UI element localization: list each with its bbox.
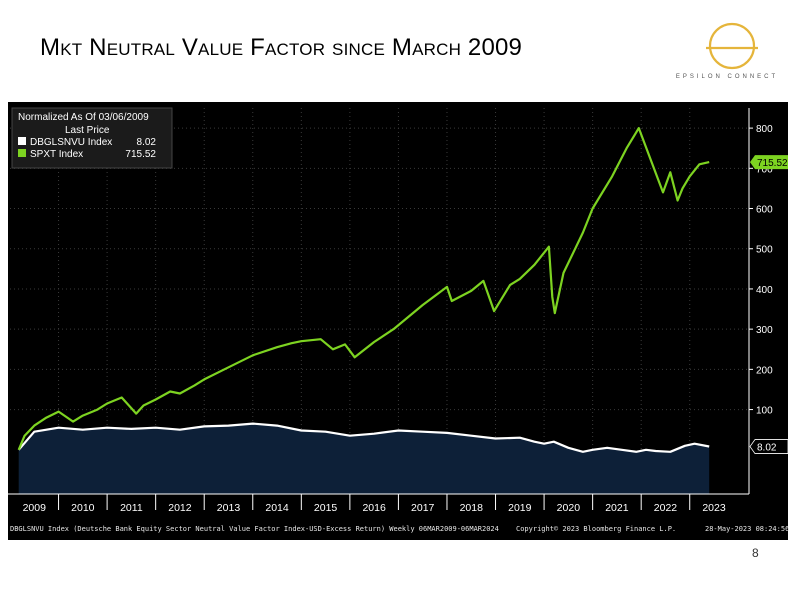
logo-text: EPSILON CONNECT [675,74,779,80]
y-tick-label: 700 [756,164,773,175]
legend-series-value: 715.52 [125,149,156,160]
x-tick-label: 2015 [314,502,338,514]
legend-series-name: SPXT Index [30,149,83,160]
x-tick-label: 2018 [460,502,484,514]
spxt-line [17,127,710,451]
legend-subtitle: Last Price [65,125,110,136]
x-tick-label: 2009 [23,502,47,514]
x-tick-label: 2016 [362,502,386,514]
legend-title: Normalized As Of 03/06/2009 [18,112,149,123]
footer-timestamp: 28-May-2023 08:24:56 [705,525,790,533]
x-tick-label: 2012 [168,502,192,514]
footer-copyright: Copyright© 2023 Bloomberg Finance L.P. [516,525,677,533]
spxt-last-value-label-bg [750,155,788,170]
y-tick-label: 600 [756,205,773,216]
y-tick-label: 500 [756,245,773,256]
x-tick-label: 2021 [605,502,629,514]
x-tick-label: 2020 [557,502,581,514]
x-tick-label: 2011 [120,502,143,514]
footer-source: DBGLSNVU Index (Deutsche Bank Equity Sec… [10,525,499,533]
y-tick-label: 200 [756,365,773,376]
dbglsnvu-line [17,422,710,453]
x-tick-label: 2010 [71,502,95,514]
y-tick-label: 800 [756,124,773,135]
x-tick-label: 2014 [265,502,289,514]
x-tick-label: 2022 [654,502,678,514]
y-tick-label: 300 [756,325,773,336]
x-tick-label: 2013 [217,502,241,514]
slide-title: Mkt Neutral Value Factor since March 200… [40,34,523,61]
x-tick-label: 2019 [508,502,532,514]
x-tick-label: 2023 [702,502,726,514]
legend-series-value: 8.02 [137,137,157,148]
spxt-last-value-label: 715.52 [757,158,788,169]
legend-swatch [18,149,26,157]
dbglsnvu-last-value-label-bg [749,439,788,454]
y-tick-label: 400 [756,285,773,296]
page-number: 8 [752,546,759,560]
x-tick-label: 2017 [411,502,435,514]
dbglsnvu-last-value-label: 8.02 [757,443,777,454]
legend-box [11,107,173,169]
dbglsnvu-area [18,423,710,494]
y-tick-label: 100 [756,406,773,417]
epsilon-connect-logo [706,22,758,70]
legend-series-name: DBGLSNVU Index [30,137,112,148]
legend-swatch [18,137,26,145]
